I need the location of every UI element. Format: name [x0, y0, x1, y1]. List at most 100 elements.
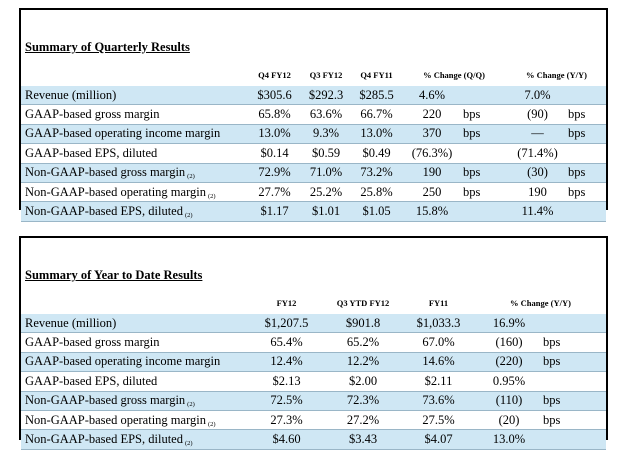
value-cell: 13.0%	[249, 124, 300, 145]
value-cell: (90)	[507, 104, 568, 125]
row-label-text: GAAP-based gross margin	[25, 107, 160, 122]
value-cell: 66.7%	[352, 104, 401, 125]
value-cell: $285.5	[352, 86, 401, 106]
value-cell: 65.4%	[249, 332, 324, 353]
value-cell: 27.2%	[324, 410, 402, 431]
value-cell: 13.0%	[475, 429, 543, 450]
unit-cell: bps	[463, 124, 507, 145]
row-label: Non-GAAP-based gross margin (2)	[21, 391, 249, 411]
table-row: GAAP-based gross margin 65.8% 63.6% 66.7% 22…	[21, 104, 607, 125]
unit-cell: bps	[543, 332, 607, 353]
value-cell: $305.6	[249, 86, 300, 106]
row-label-text: Non-GAAP-based gross margin	[25, 165, 186, 180]
footnote-marker: (2)	[184, 440, 193, 448]
row-label-text: GAAP-based operating income margin	[25, 354, 221, 369]
unit-cell	[463, 86, 507, 106]
value-cell: 9.3%	[300, 124, 352, 145]
unit-cell: bps	[568, 104, 607, 125]
value-cell: 16.9%	[475, 314, 543, 334]
unit-cell: bps	[463, 163, 507, 183]
value-cell: $1,033.3	[402, 314, 475, 334]
value-cell: 65.8%	[249, 104, 300, 125]
row-label-text: Non-GAAP-based EPS, diluted	[25, 204, 183, 219]
row-label: GAAP-based gross margin	[21, 104, 249, 125]
row-label-text: GAAP-based gross margin	[25, 335, 160, 350]
ytd-title: Summary of Year to Date Results	[25, 268, 203, 282]
row-label-text: Revenue (million)	[25, 87, 117, 102]
value-cell: $901.8	[324, 314, 402, 334]
value-cell: 71.0%	[300, 163, 352, 183]
value-cell: $0.49	[352, 143, 401, 164]
value-cell: $2.00	[324, 371, 402, 392]
table-row: GAAP-based EPS, diluted $2.13 $2.00 $2.11 0.…	[21, 371, 607, 392]
value-cell: $2.13	[249, 371, 324, 392]
quarterly-results-panel: Summary of Quarterly Results Q4 FY12 Q3 …	[19, 8, 608, 222]
table-row: Revenue (million) $1,207.5 $901.8 $1,033.3 1…	[21, 314, 607, 334]
unit-cell	[543, 314, 607, 334]
value-cell: 72.3%	[324, 391, 402, 411]
ytd-header-row: FY12 Q3 YTD FY12 FY11 % Change (Y/Y)	[21, 292, 606, 314]
column-header: Q3 FY12	[309, 70, 343, 80]
value-cell: 12.2%	[324, 352, 402, 373]
table-row: GAAP-based operating income margin 13.0% 9…	[21, 124, 607, 145]
value-cell: $0.14	[249, 143, 300, 164]
quarterly-table: Q4 FY12 Q3 FY12 Q4 FY11 % Change (Q/Q) %…	[21, 64, 607, 222]
value-cell: 27.5%	[402, 410, 475, 431]
value-cell: $1.01	[300, 201, 352, 222]
value-cell: 15.8%	[401, 201, 463, 222]
unit-cell: bps	[568, 124, 607, 145]
quarterly-header-row: Q4 FY12 Q3 FY12 Q4 FY11 % Change (Q/Q) %…	[21, 64, 606, 86]
row-label-text: Non-GAAP-based operating margin	[25, 184, 206, 199]
value-cell: 12.4%	[249, 352, 324, 373]
value-cell: $1,207.5	[249, 314, 324, 334]
column-header: FY11	[428, 298, 449, 308]
value-cell: 250	[401, 182, 463, 203]
value-cell: 25.8%	[352, 182, 401, 203]
ytd-results-panel: Summary of Year to Date Results FY12 Q3 …	[19, 236, 608, 450]
value-cell: (160)	[475, 332, 543, 353]
row-label-text: Non-GAAP-based operating margin	[25, 412, 206, 427]
value-cell: 11.4%	[507, 201, 568, 222]
row-label: Non-GAAP-based operating margin (2)	[21, 410, 249, 431]
row-label: GAAP-based EPS, diluted	[21, 371, 249, 392]
row-label: Non-GAAP-based operating margin (2)	[21, 182, 249, 203]
value-cell: (71.4%)	[507, 143, 568, 164]
table-row: Revenue (million) $305.6 $292.3 $285.5 4.6% 7…	[21, 86, 607, 106]
value-cell: (110)	[475, 391, 543, 411]
row-label: Non-GAAP-based EPS, diluted (2)	[21, 429, 249, 450]
unit-cell: bps	[543, 410, 607, 431]
column-header: % Change (Y/Y)	[510, 298, 571, 308]
value-cell: 220	[401, 104, 463, 125]
quarterly-title: Summary of Quarterly Results	[25, 40, 190, 54]
unit-cell	[463, 143, 507, 164]
column-header: % Change (Y/Y)	[526, 70, 587, 80]
row-label: GAAP-based gross margin	[21, 332, 249, 353]
footnote-marker: (2)	[207, 420, 216, 428]
row-label-text: Non-GAAP-based EPS, diluted	[25, 432, 183, 447]
row-label-text: Non-GAAP-based gross margin	[25, 393, 186, 408]
value-cell: 73.2%	[352, 163, 401, 183]
value-cell: 190	[401, 163, 463, 183]
value-cell: 13.0%	[352, 124, 401, 145]
value-cell: 4.6%	[401, 86, 463, 106]
value-cell: $0.59	[300, 143, 352, 164]
table-row: Non-GAAP-based EPS, diluted (2) $1.17 $1.01…	[21, 201, 607, 222]
column-header: FY12	[276, 298, 297, 308]
value-cell: (30)	[507, 163, 568, 183]
unit-cell: bps	[543, 352, 607, 373]
row-label: Non-GAAP-based EPS, diluted (2)	[21, 201, 249, 222]
table-row: Non-GAAP-based gross margin (2) 72.9% 71.0%…	[21, 163, 607, 183]
footnote-marker: (2)	[187, 401, 195, 409]
unit-cell	[568, 201, 607, 222]
unit-cell	[568, 86, 607, 106]
row-label: GAAP-based operating income margin	[21, 352, 249, 373]
value-cell: 72.9%	[249, 163, 300, 183]
row-label: Revenue (million)	[21, 314, 249, 334]
value-cell: 7.0%	[507, 86, 568, 106]
value-cell: 73.6%	[402, 391, 475, 411]
value-cell: 0.95%	[475, 371, 543, 392]
row-label: GAAP-based operating income margin	[21, 124, 249, 145]
value-cell: $2.11	[402, 371, 475, 392]
table-row: GAAP-based operating income margin 12.4% 1…	[21, 352, 607, 373]
value-cell: $1.17	[249, 201, 300, 222]
